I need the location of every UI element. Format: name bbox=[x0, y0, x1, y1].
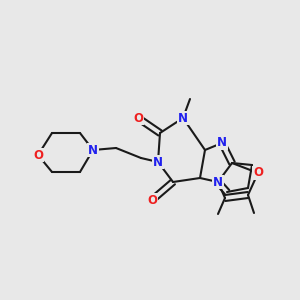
Text: O: O bbox=[33, 148, 43, 161]
Text: O: O bbox=[133, 112, 143, 124]
Text: N: N bbox=[178, 112, 188, 124]
Text: N: N bbox=[217, 136, 227, 149]
Text: O: O bbox=[253, 167, 263, 179]
Text: N: N bbox=[153, 155, 163, 169]
Text: O: O bbox=[147, 194, 157, 206]
Text: N: N bbox=[88, 143, 98, 157]
Text: N: N bbox=[213, 176, 223, 188]
